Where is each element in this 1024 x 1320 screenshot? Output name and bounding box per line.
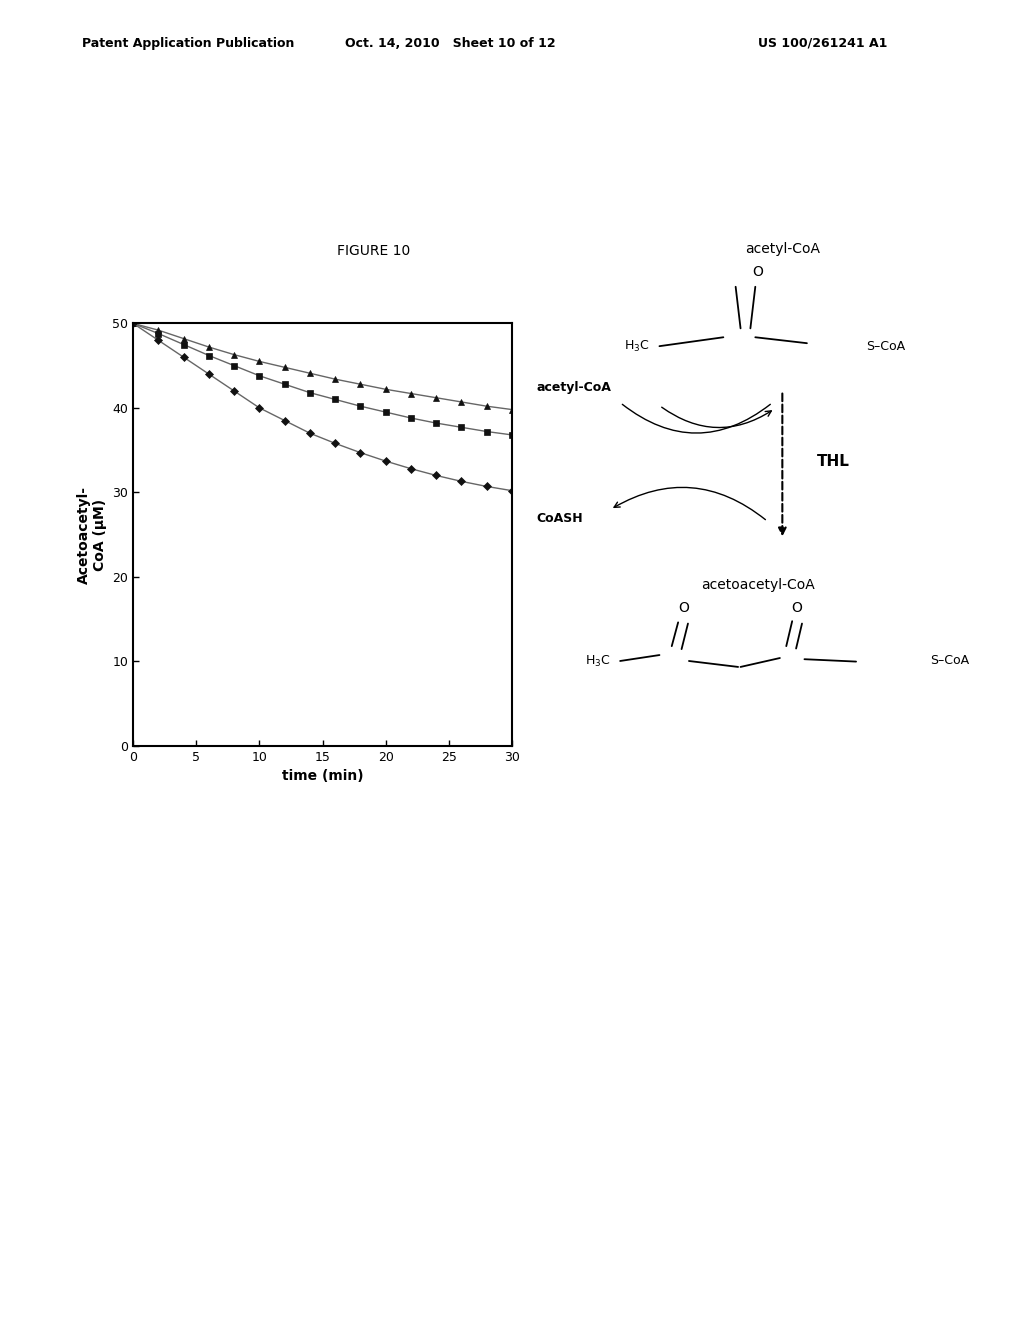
- Text: $\mathregular{H_3C}$: $\mathregular{H_3C}$: [624, 339, 649, 354]
- Text: O: O: [753, 265, 763, 279]
- Text: O: O: [679, 601, 689, 615]
- Text: O: O: [792, 601, 803, 615]
- Text: S–CoA: S–CoA: [930, 655, 969, 668]
- Text: Oct. 14, 2010   Sheet 10 of 12: Oct. 14, 2010 Sheet 10 of 12: [345, 37, 556, 50]
- X-axis label: time (min): time (min): [282, 770, 364, 783]
- Text: US 100/261241 A1: US 100/261241 A1: [758, 37, 887, 50]
- Text: acetoacetyl-CoA: acetoacetyl-CoA: [700, 578, 815, 591]
- Text: acetyl-CoA: acetyl-CoA: [537, 381, 611, 395]
- FancyArrowPatch shape: [779, 393, 785, 535]
- Text: $\mathregular{H_3C}$: $\mathregular{H_3C}$: [585, 653, 610, 668]
- Text: THL: THL: [817, 454, 850, 470]
- Text: FIGURE 10: FIGURE 10: [337, 244, 411, 259]
- Text: acetyl-CoA: acetyl-CoA: [744, 242, 820, 256]
- Y-axis label: Acetoacetyl-
CoA (μM): Acetoacetyl- CoA (μM): [77, 486, 106, 583]
- Text: Patent Application Publication: Patent Application Publication: [82, 37, 294, 50]
- Text: S–CoA: S–CoA: [866, 339, 905, 352]
- Text: CoASH: CoASH: [537, 512, 584, 525]
